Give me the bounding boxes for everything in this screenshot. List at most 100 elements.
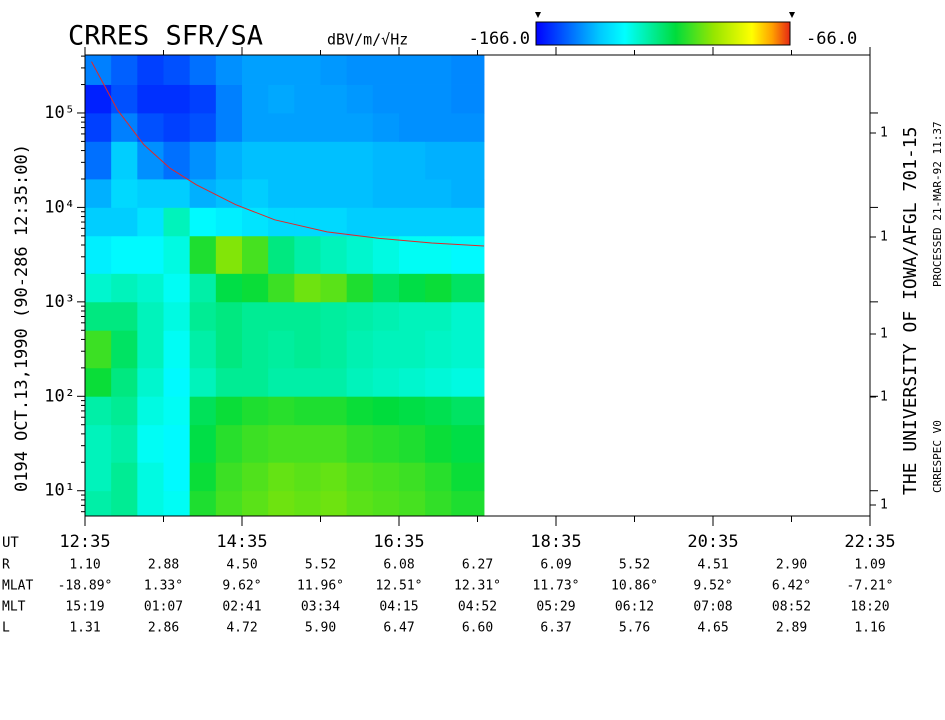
spectrogram-cell	[189, 301, 217, 331]
spectrogram-cell	[189, 112, 217, 142]
spectrogram-cell	[85, 330, 112, 369]
ephemeris-value: 4.50	[226, 558, 257, 573]
colorbar-min-label: -166.0	[469, 29, 530, 49]
spectrogram-cell	[425, 367, 452, 397]
x-tick-label: 20:35	[687, 532, 738, 552]
spectrogram-cell	[111, 330, 138, 369]
spectrogram-cell	[189, 55, 217, 85]
spectrogram-cell	[425, 273, 452, 303]
spectrogram-cell	[268, 301, 295, 331]
spectrogram-cell	[320, 55, 348, 85]
spectrogram-cell	[320, 396, 348, 426]
spectrogram-cell	[242, 490, 269, 516]
spectrogram-cell	[189, 490, 217, 516]
spectrogram-cell	[346, 301, 374, 331]
ut-label: UT	[2, 535, 19, 551]
spectrogram-cell	[85, 207, 112, 237]
spectrogram-cell	[294, 301, 321, 331]
x-tick-label: 14:35	[216, 532, 267, 552]
chart-title: CRRES SFR/SA	[68, 21, 263, 52]
spectrogram-cell	[268, 424, 295, 463]
spectrogram-cell	[425, 396, 452, 426]
ephemeris-value: 06:12	[615, 600, 654, 615]
spectrogram-cell	[399, 490, 426, 516]
colorbar-unit: dBV/m/√Hz	[327, 31, 408, 49]
spectrogram-cell	[137, 55, 164, 85]
spectrogram-cell	[163, 367, 191, 397]
ephemeris-value: 4.72	[226, 621, 257, 636]
spectrogram-cell	[163, 55, 191, 85]
colorbar-marker	[535, 12, 795, 18]
spectrogram-cell	[163, 112, 191, 142]
spectrogram-cell	[372, 367, 400, 397]
ephemeris-value: 6.09	[540, 558, 571, 573]
ephemeris-value: 11.73°	[533, 579, 580, 594]
spectrogram-cell	[163, 141, 191, 180]
y-tick-label: 10³	[44, 292, 75, 312]
spectrogram-cell	[294, 490, 321, 516]
spectrogram-cell	[163, 330, 191, 369]
spectrogram-cell	[163, 490, 191, 516]
spectrogram-cell	[242, 301, 269, 331]
ephemeris-value: 12.51°	[376, 579, 423, 594]
spectrogram-cell	[425, 55, 452, 85]
ephemeris-row-label: L	[2, 621, 10, 636]
spectrogram-cell	[294, 330, 321, 369]
spectrogram-cell	[85, 141, 112, 180]
spectrogram-cell	[451, 207, 485, 237]
spectrogram-cell	[425, 301, 452, 331]
spectrogram-cell	[242, 178, 269, 208]
ephemeris-value: 6.42°	[772, 579, 811, 594]
spectrogram-cell	[137, 301, 164, 331]
spectrogram-cell	[189, 330, 217, 369]
x-tick-label: 18:35	[530, 532, 581, 552]
ephemeris-value: 07:08	[693, 600, 732, 615]
spectrogram-cell	[425, 462, 452, 492]
spectrogram-cell	[451, 235, 485, 274]
spectrogram-cell	[320, 235, 348, 274]
spectrogram-cell	[372, 301, 400, 331]
spectrogram-cell	[242, 424, 269, 463]
spectrogram-cell	[215, 330, 243, 369]
spectrogram-cell	[346, 273, 374, 303]
spectrogram-cell	[346, 235, 374, 274]
spectrogram-cell	[189, 367, 217, 397]
spectrogram-cell	[242, 141, 269, 180]
spectrogram-cell	[137, 141, 164, 180]
spectrogram-cell	[425, 424, 452, 463]
spectrogram-cell	[215, 424, 243, 463]
spectrogram-cell	[242, 330, 269, 369]
spectrogram-cell	[372, 462, 400, 492]
spectrogram-cell	[268, 330, 295, 369]
ephemeris-value: 11.96°	[297, 579, 344, 594]
spectrogram-cell	[294, 396, 321, 426]
ephemeris-value: -18.89°	[58, 579, 113, 594]
spectrogram-cell	[425, 84, 452, 114]
y-tick-label: 10⁵	[44, 103, 75, 123]
y2-tick-label: 1	[880, 498, 888, 513]
spectrogram-cell	[294, 141, 321, 180]
spectrogram-cell	[346, 330, 374, 369]
spectrogram-cell	[294, 273, 321, 303]
spectrogram-cell	[268, 141, 295, 180]
spectrogram-cell	[242, 55, 269, 85]
spectrogram-cell	[137, 112, 164, 142]
spectrogram-cell	[372, 424, 400, 463]
spectrogram-cell	[425, 178, 452, 208]
spectrogram-cell	[425, 141, 452, 180]
spectrogram-cell	[372, 141, 400, 180]
spectrogram-cell	[111, 424, 138, 463]
spectrogram-cell	[346, 424, 374, 463]
processed-label: PROCESSED 21-MAR-92 11:37	[931, 121, 944, 287]
spectrogram-cell	[294, 462, 321, 492]
spectrogram-cell	[242, 84, 269, 114]
spectrogram-cell	[215, 141, 243, 180]
spectrogram-cell	[111, 273, 138, 303]
ephemeris-value: 6.08	[383, 558, 414, 573]
spectrogram-cell	[425, 112, 452, 142]
spectrogram-cell	[85, 84, 112, 114]
spectrogram-cell	[320, 207, 348, 237]
spectrogram-cell	[85, 112, 112, 142]
spectrogram-cell	[399, 396, 426, 426]
ephemeris-value: 1.31	[69, 621, 100, 636]
